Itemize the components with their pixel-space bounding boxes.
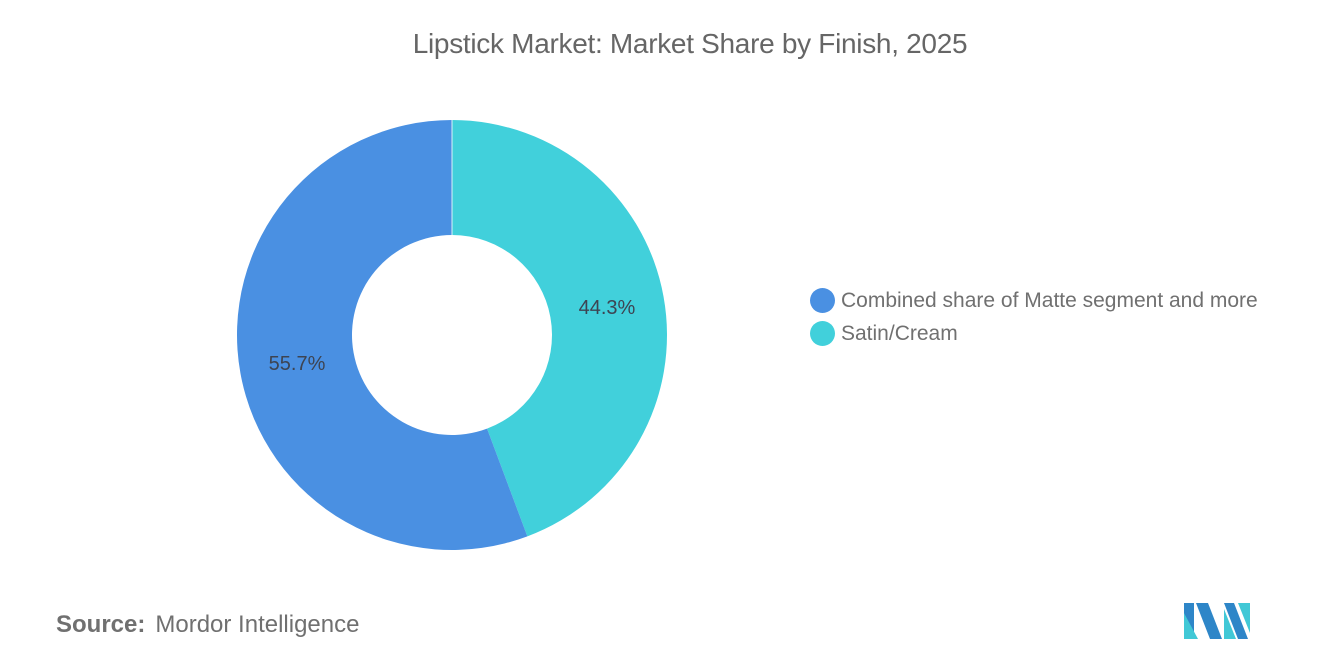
mordor-intelligence-logo-icon	[1184, 603, 1250, 639]
legend-label: Satin/Cream	[841, 321, 958, 345]
slice-matte[interactable]	[236, 120, 528, 550]
legend: Combined share of Matte segment and more…	[810, 284, 1258, 350]
chart-title: Lipstick Market: Market Share by Finish,…	[412, 28, 968, 59]
source-key: Source:	[56, 611, 146, 638]
source-value: Mordor Intelligence	[155, 611, 360, 638]
donut-slices	[236, 120, 667, 550]
slice-value-label: 44.3%	[579, 297, 636, 319]
legend-item-satin-cream[interactable]: Satin/Cream	[810, 317, 1258, 350]
slice-satin-cream[interactable]	[452, 120, 667, 537]
legend-item-matte[interactable]: Combined share of Matte segment and more	[810, 284, 1258, 317]
legend-label: Combined share of Matte segment and more	[841, 288, 1258, 312]
slice-value-label: 55.7%	[269, 353, 326, 375]
legend-swatch-icon	[810, 288, 835, 313]
slice-labels: 44.3% 55.7%	[269, 297, 636, 375]
source-note: Source: Mordor Intelligence	[56, 611, 359, 639]
legend-swatch-icon	[810, 321, 835, 346]
